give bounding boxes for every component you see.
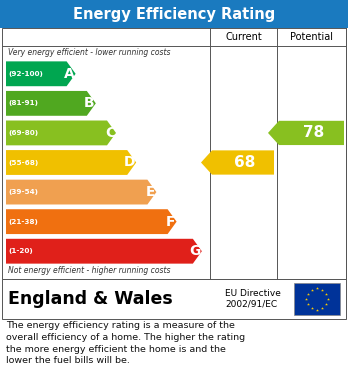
- Text: (92-100): (92-100): [8, 71, 43, 77]
- Bar: [294, 283, 340, 315]
- Polygon shape: [6, 150, 136, 175]
- Bar: [2, 279, 346, 319]
- Text: Very energy efficient - lower running costs: Very energy efficient - lower running co…: [8, 48, 171, 57]
- Text: Potential: Potential: [290, 32, 333, 42]
- Text: G: G: [189, 244, 201, 258]
- Text: E: E: [146, 185, 156, 199]
- Text: (55-68): (55-68): [8, 160, 38, 165]
- Text: The energy efficiency rating is a measure of the
overall efficiency of a home. T: The energy efficiency rating is a measur…: [6, 321, 245, 366]
- Text: England & Wales: England & Wales: [8, 290, 173, 308]
- Text: (39-54): (39-54): [8, 189, 38, 195]
- Text: 68: 68: [234, 155, 256, 170]
- Bar: [0, 0, 348, 28]
- Bar: [2, 28, 346, 279]
- Text: (81-91): (81-91): [8, 100, 38, 106]
- Polygon shape: [201, 151, 274, 175]
- Text: Current: Current: [225, 32, 262, 42]
- Text: 78: 78: [303, 126, 324, 140]
- Text: Energy Efficiency Rating: Energy Efficiency Rating: [73, 7, 275, 22]
- Polygon shape: [6, 209, 176, 234]
- Text: F: F: [166, 215, 176, 229]
- Text: C: C: [105, 126, 115, 140]
- Polygon shape: [6, 179, 156, 204]
- Text: B: B: [84, 96, 95, 110]
- Polygon shape: [6, 120, 116, 145]
- Polygon shape: [268, 121, 344, 145]
- Text: A: A: [64, 67, 74, 81]
- Text: Not energy efficient - higher running costs: Not energy efficient - higher running co…: [8, 266, 171, 275]
- Text: EU Directive: EU Directive: [225, 289, 281, 298]
- Polygon shape: [6, 61, 76, 86]
- Text: D: D: [124, 156, 135, 170]
- Text: (1-20): (1-20): [8, 248, 33, 254]
- Text: (21-38): (21-38): [8, 219, 38, 225]
- Polygon shape: [6, 91, 96, 116]
- Text: 2002/91/EC: 2002/91/EC: [225, 300, 277, 308]
- Text: (69-80): (69-80): [8, 130, 38, 136]
- Polygon shape: [6, 239, 202, 264]
